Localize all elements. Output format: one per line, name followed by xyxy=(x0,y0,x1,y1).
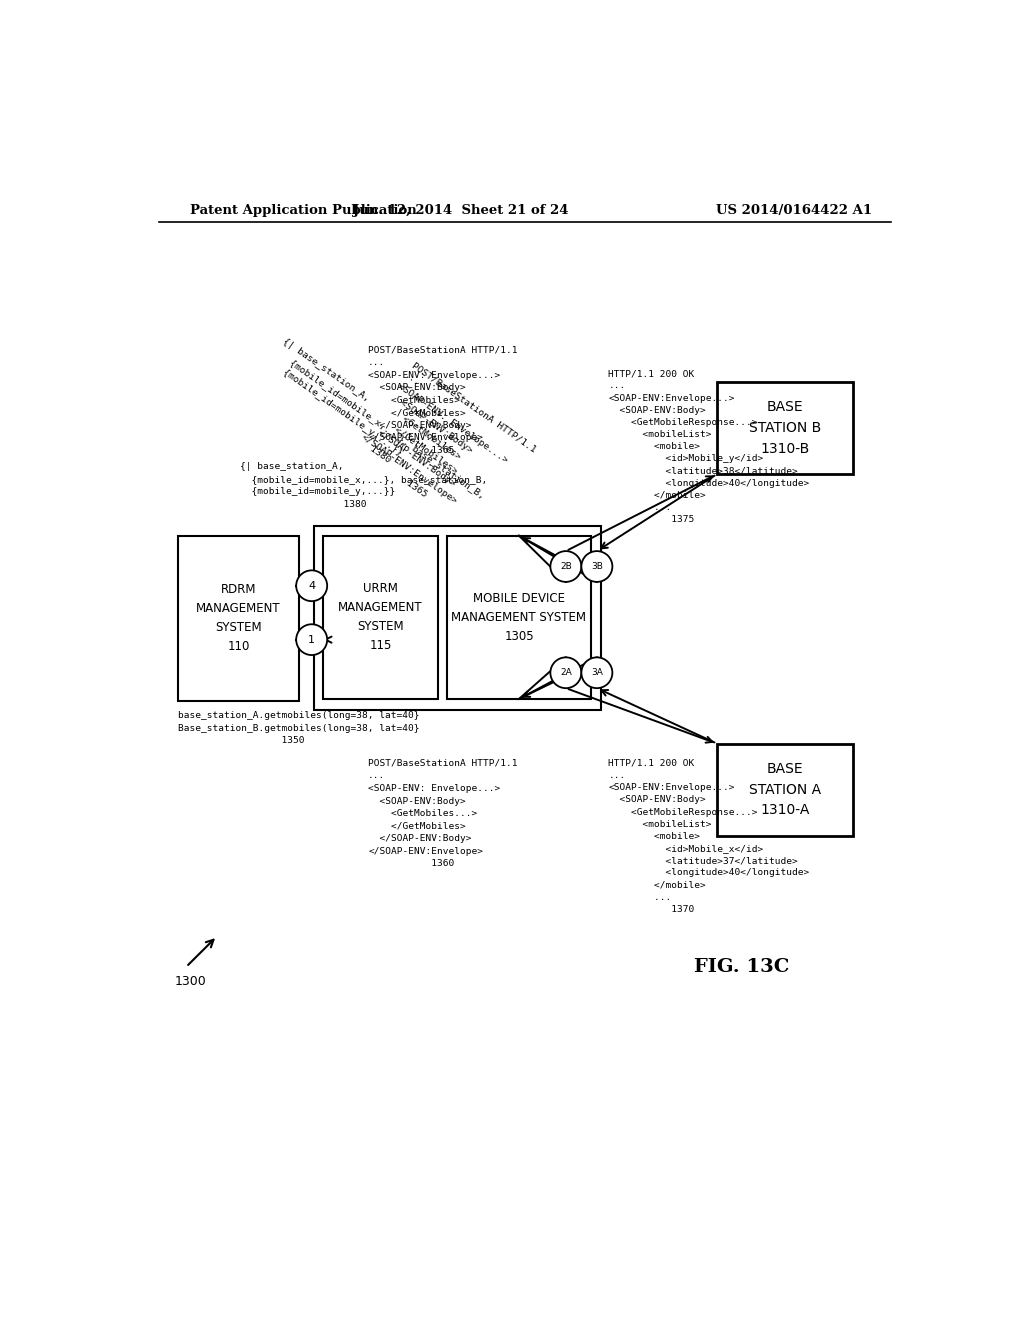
Text: RDRM
MANAGEMENT
SYSTEM
110: RDRM MANAGEMENT SYSTEM 110 xyxy=(197,583,281,653)
Circle shape xyxy=(582,552,612,582)
Circle shape xyxy=(550,552,582,582)
Text: 1300: 1300 xyxy=(174,974,206,987)
Text: HTTP/1.1 200 OK
...
<SOAP-ENV:Envelope...>
  <SOAP-ENV:Body>
    <GetMobileRespo: HTTP/1.1 200 OK ... <SOAP-ENV:Envelope..… xyxy=(608,370,810,524)
Text: BASE
STATION A
1310-A: BASE STATION A 1310-A xyxy=(749,762,821,817)
Text: 1: 1 xyxy=(308,635,315,644)
Bar xyxy=(717,381,853,474)
Text: BASE
STATION B
1310-B: BASE STATION B 1310-B xyxy=(749,400,821,455)
Text: POST/BaseStationA HTTP/1.1
...
<SOAP-ENV: Envelope...>
  <SOAP-ENV:Body>
    <Ge: POST/BaseStationA HTTP/1.1 ... <SOAP-ENV… xyxy=(369,759,518,869)
Circle shape xyxy=(296,570,328,601)
Text: URRM
MANAGEMENT
SYSTEM
115: URRM MANAGEMENT SYSTEM 115 xyxy=(338,582,423,652)
Circle shape xyxy=(550,657,582,688)
Text: 4: 4 xyxy=(308,581,315,591)
Text: 2A: 2A xyxy=(560,668,571,677)
Text: POST/BaseStationA HTTP/1.1
...
<SOAP-ENV: Envelope...>
  <SOAP-ENV:Body>
    <Ge: POST/BaseStationA HTTP/1.1 ... <SOAP-ENV… xyxy=(352,360,538,536)
Text: HTTP/1.1 200 OK
...
<SOAP-ENV:Envelope...>
  <SOAP-ENV:Body>
    <GetMobileRespo: HTTP/1.1 200 OK ... <SOAP-ENV:Envelope..… xyxy=(608,759,810,913)
Text: MOBILE DEVICE
MANAGEMENT SYSTEM
1305: MOBILE DEVICE MANAGEMENT SYSTEM 1305 xyxy=(452,591,587,643)
Text: {| base_station_A,
   {mobile_id=mobile_x,...}, base_station_B,
   {mobile_id=mo: {| base_station_A, {mobile_id=mobile_x,.… xyxy=(260,337,494,520)
Text: Jun. 12, 2014  Sheet 21 of 24: Jun. 12, 2014 Sheet 21 of 24 xyxy=(353,205,569,218)
Text: 3B: 3B xyxy=(591,562,603,572)
Bar xyxy=(324,536,438,700)
Bar xyxy=(178,536,299,701)
Circle shape xyxy=(296,624,328,655)
Bar xyxy=(314,527,601,710)
Text: 3A: 3A xyxy=(591,668,603,677)
Text: base_station_A.getmobiles(long=38, lat=40}
Base_station_B.getmobiles(long=38, la: base_station_A.getmobiles(long=38, lat=4… xyxy=(178,711,420,746)
Circle shape xyxy=(582,657,612,688)
Text: Patent Application Publication: Patent Application Publication xyxy=(190,205,417,218)
Text: US 2014/0164422 A1: US 2014/0164422 A1 xyxy=(716,205,872,218)
Bar xyxy=(447,536,591,700)
Text: {| base_station_A,
  {mobile_id=mobile_x,...}, base_station_B,
  {mobile_id=mobi: {| base_station_A, {mobile_id=mobile_x,.… xyxy=(241,462,487,508)
Text: POST/BaseStationA HTTP/1.1
...
<SOAP-ENV: Envelope...>
  <SOAP-ENV:Body>
    <Ge: POST/BaseStationA HTTP/1.1 ... <SOAP-ENV… xyxy=(369,346,518,455)
Text: FIG. 13C: FIG. 13C xyxy=(693,958,790,975)
Bar xyxy=(717,743,853,836)
Text: 2B: 2B xyxy=(560,562,571,572)
